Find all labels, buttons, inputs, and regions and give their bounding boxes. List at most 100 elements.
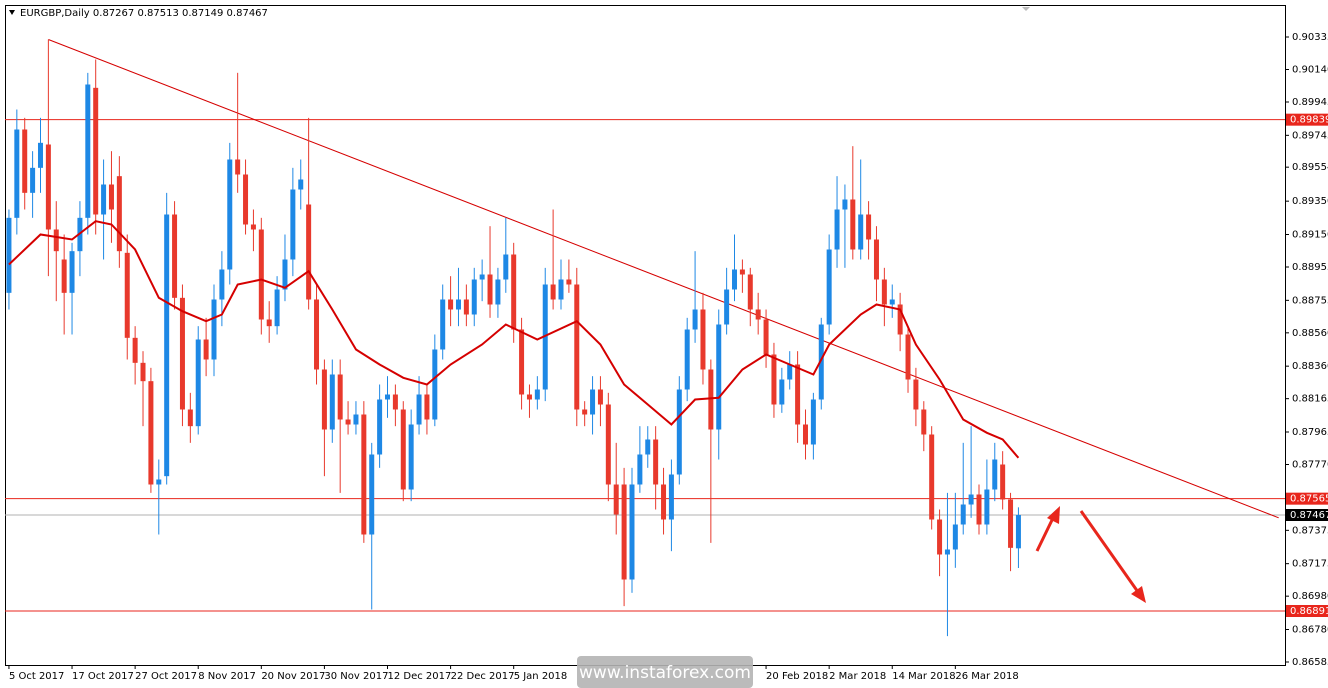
candle-body (676, 389, 682, 475)
candle-body (243, 174, 249, 225)
candle-body (881, 279, 887, 305)
candle-body (566, 279, 572, 285)
candle-body (795, 364, 801, 425)
candle-body (440, 299, 446, 350)
candle-body (337, 374, 343, 420)
candle-body (897, 304, 903, 335)
candle-body (968, 494, 974, 505)
x-tick-label: 20 Feb 2018 (766, 671, 828, 682)
candle-body (534, 389, 540, 400)
x-tick-label: 27 Oct 2017 (135, 671, 197, 682)
arrow-up (1035, 517, 1055, 552)
candle-body (219, 269, 225, 300)
candle-body (108, 184, 114, 210)
candle-body (850, 199, 856, 250)
candle-body (227, 159, 233, 270)
y-tick-label: 0.90335 (1292, 32, 1328, 43)
candle-body (763, 319, 769, 355)
candle-body (582, 409, 588, 415)
candle-body (448, 299, 454, 310)
level-tag (1286, 113, 1328, 126)
candle-body (408, 424, 414, 490)
candle-body (282, 259, 288, 290)
chart-header: EURGBP,Daily 0.87267 0.87513 0.87149 0.8… (20, 8, 268, 19)
candle-body (787, 364, 793, 380)
candle-body (172, 214, 178, 298)
x-tick-label: 30 Nov 2017 (324, 671, 388, 682)
candle-body (716, 324, 722, 430)
candle-body (385, 394, 391, 400)
candle-body (984, 489, 990, 525)
symbol: EURGBP,Daily (20, 8, 90, 19)
candle-body (400, 409, 406, 490)
plot-area (5, 39, 1285, 637)
candle-body (61, 259, 67, 293)
current-price-label: 0.87467 (1290, 510, 1328, 521)
candle-body (952, 524, 958, 550)
candle-body (503, 254, 509, 280)
candle-body (179, 297, 185, 410)
candle-body (511, 254, 517, 330)
candle-body (605, 404, 611, 485)
candle-body (873, 239, 879, 280)
y-tick-label: 0.87175 (1292, 559, 1328, 570)
candle-body (203, 339, 209, 360)
candle-body (321, 369, 327, 430)
candle-body (905, 334, 911, 380)
candle-body (1000, 464, 1006, 500)
x-tick-label: 14 Mar 2018 (892, 671, 955, 682)
candle-body (771, 354, 777, 405)
watermark-text: www.instaforex.com (579, 663, 751, 683)
candle-body (85, 84, 91, 218)
candle-body (432, 349, 438, 420)
candle-body (6, 217, 12, 293)
x-tick-label: 5 Oct 2017 (9, 671, 64, 682)
candle-body (739, 269, 745, 275)
candle-body (22, 129, 28, 193)
y-tick-label: 0.89554 (1292, 162, 1328, 173)
candle-body (613, 484, 619, 515)
level-label: 0.86891 (1290, 606, 1328, 617)
candle-body (369, 454, 375, 535)
candle-body (164, 214, 170, 477)
candle-body (463, 299, 469, 315)
candle-body (101, 184, 107, 215)
candle-body (929, 434, 935, 520)
x-tick-label: 2 Mar 2018 (829, 671, 886, 682)
y-tick-label: 0.88755 (1292, 295, 1328, 306)
candle-body (69, 251, 75, 293)
candle-body (14, 129, 20, 218)
candle-body (747, 274, 753, 310)
moving-average (8, 220, 1020, 459)
candle-body (700, 309, 706, 370)
trendline (48, 39, 1279, 519)
candle-body (148, 381, 154, 485)
candle-body (345, 419, 351, 425)
arrow-head (1047, 506, 1060, 524)
candle-body (471, 279, 477, 315)
candle-body (30, 167, 36, 193)
candle-body (597, 389, 603, 405)
candle-body (889, 299, 895, 305)
candle-body (779, 379, 785, 405)
candle-body (692, 309, 698, 330)
y-tick-label: 0.89945 (1292, 97, 1328, 108)
candle-body (258, 229, 264, 320)
candle-body (53, 229, 59, 252)
candle-body (306, 204, 312, 300)
candle-body (45, 144, 51, 230)
candle-body (842, 199, 848, 210)
candle-body (329, 374, 335, 430)
candle-body (250, 224, 256, 230)
candle-body (93, 87, 99, 215)
header-high: 0.87513 (137, 8, 178, 19)
candle-body (124, 252, 130, 338)
candle-body (661, 484, 667, 520)
header-close: 0.87467 (227, 8, 268, 19)
candle-body (132, 337, 138, 363)
